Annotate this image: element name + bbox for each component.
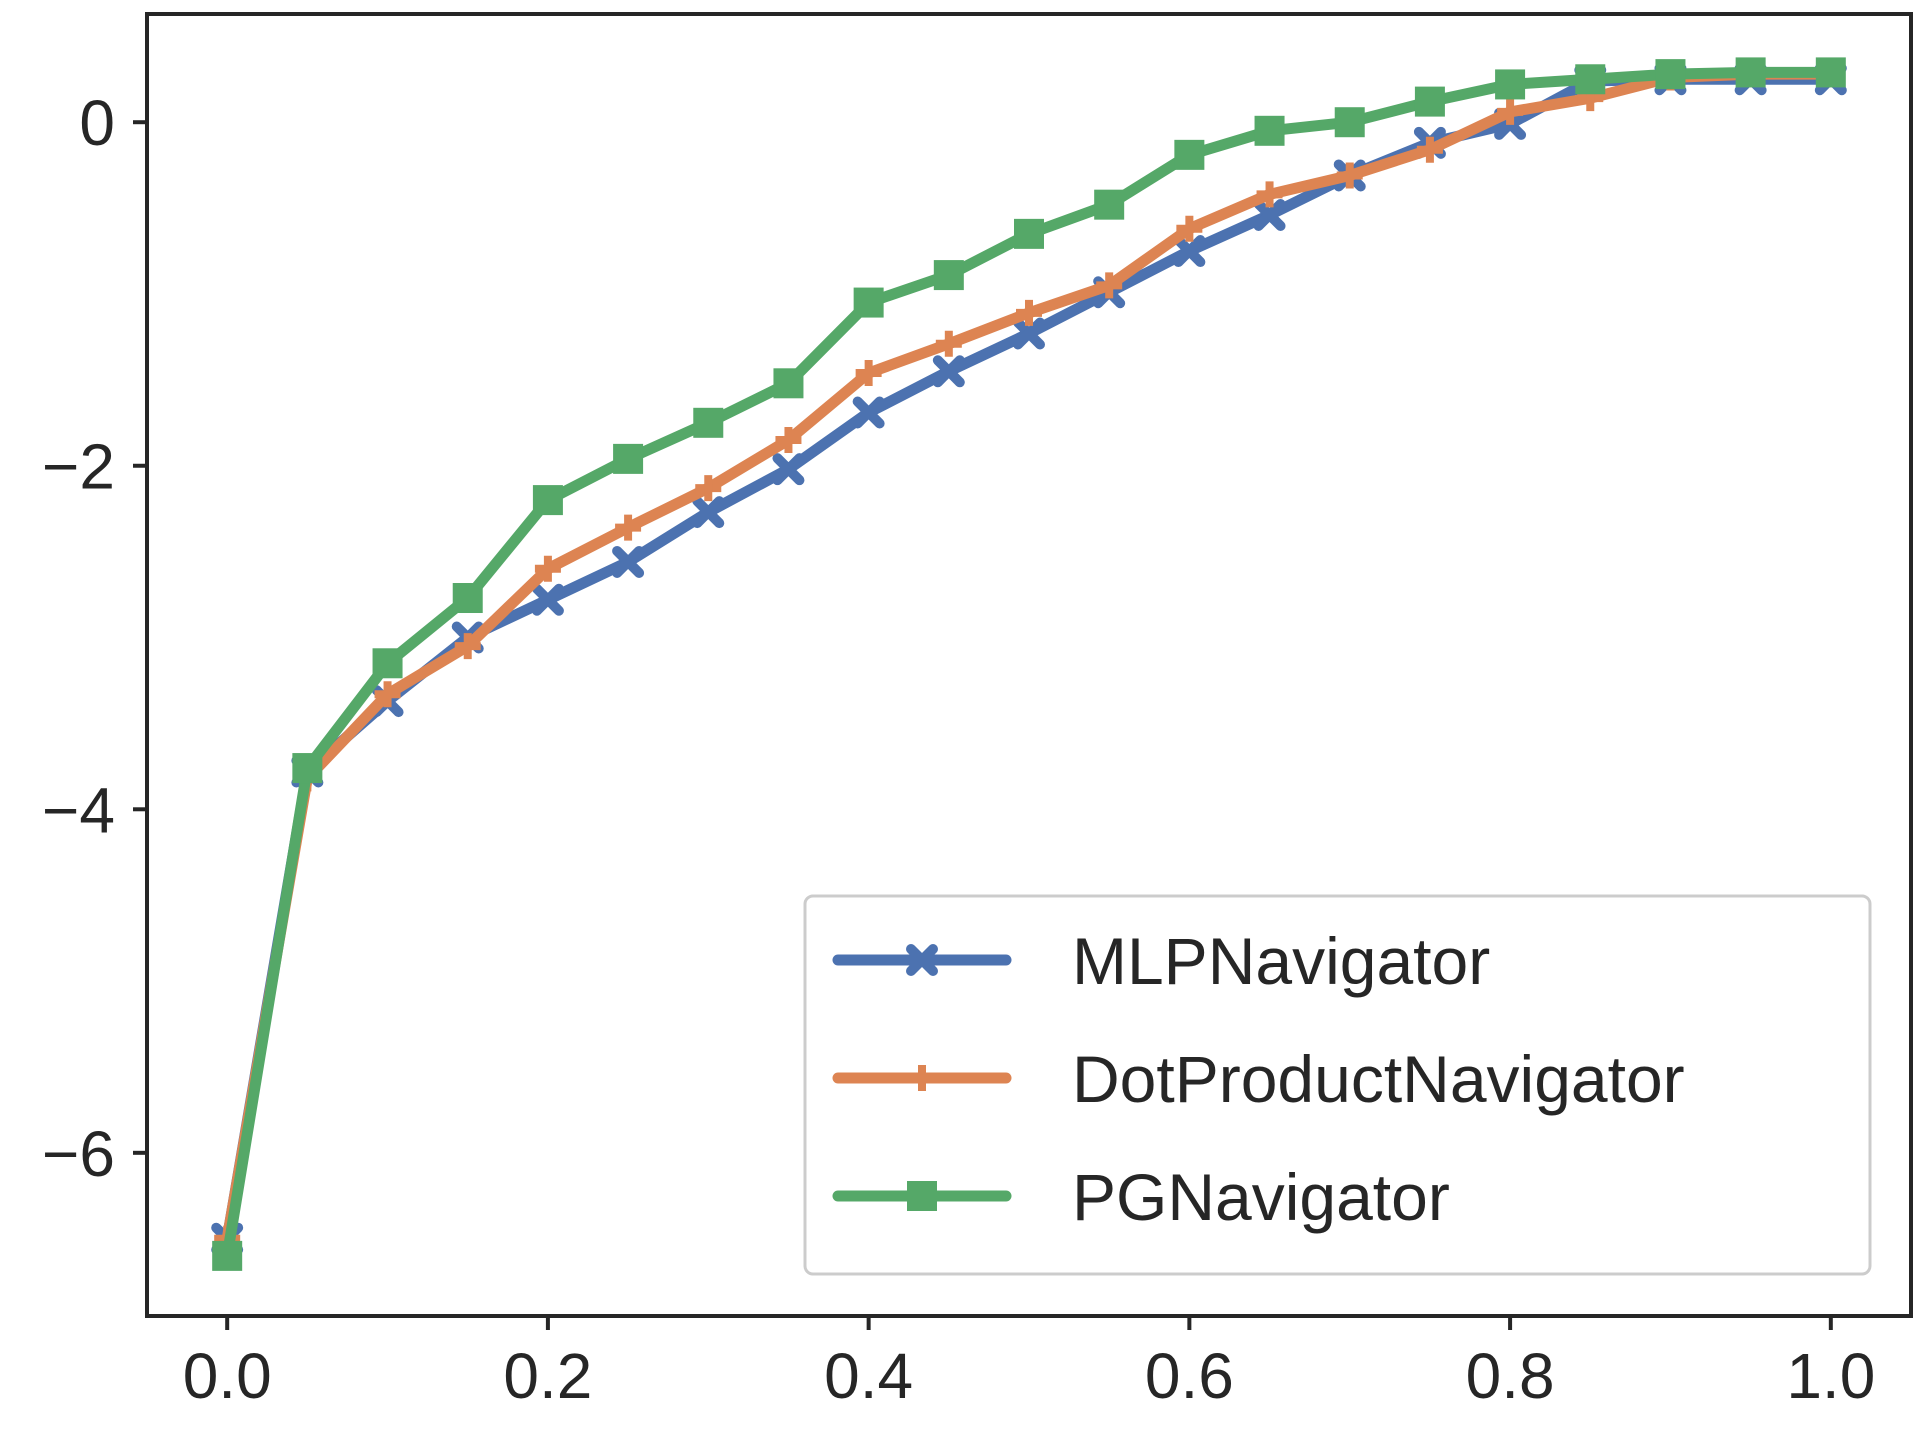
legend-label: MLPNavigator xyxy=(1072,924,1490,998)
legend-marker xyxy=(909,1065,935,1091)
series-pgnavigator xyxy=(212,57,1846,1271)
x-tick-label: 0.2 xyxy=(503,1340,592,1412)
data-point-pgnavigator xyxy=(452,583,483,614)
data-point-pgnavigator xyxy=(1014,218,1044,249)
data-point-mlpnavigator xyxy=(1253,198,1286,231)
legend: MLPNavigator DotProductNavigator PGNavigat… xyxy=(803,894,1872,1276)
legend-marker xyxy=(907,1181,937,1211)
y-tick-label: −4 xyxy=(42,774,115,846)
y-tick-label: −2 xyxy=(42,431,115,503)
data-point-dotproductnavigator xyxy=(1416,136,1443,163)
data-point-pgnavigator xyxy=(1094,189,1125,220)
legend-label: DotProductNavigator xyxy=(1072,1042,1685,1116)
data-point-pgnavigator xyxy=(1575,64,1606,95)
data-point-mlpnavigator xyxy=(932,355,965,388)
legend-marker xyxy=(906,944,938,976)
legend-label: PGNavigator xyxy=(1072,1160,1450,1234)
legend-item-mlpnavigator: MLPNavigator xyxy=(832,924,1490,998)
data-point-mlpnavigator xyxy=(852,396,885,429)
data-point-dotproductnavigator xyxy=(534,555,561,582)
data-point-pgnavigator xyxy=(1254,115,1285,146)
data-point-dotproductnavigator xyxy=(1497,98,1524,125)
data-point-mlpnavigator xyxy=(612,545,645,578)
data-point-dotproductnavigator xyxy=(1256,181,1283,208)
data-point-dotproductnavigator xyxy=(615,514,642,541)
data-point-mlpnavigator xyxy=(1173,235,1206,268)
data-point-pgnavigator xyxy=(212,1240,243,1271)
data-point-dotproductnavigator xyxy=(1176,215,1203,242)
data-point-dotproductnavigator xyxy=(695,475,722,502)
data-point-mlpnavigator xyxy=(1013,317,1045,350)
y-axis: 0 −2 −4 −6 xyxy=(42,87,147,1190)
data-point-pgnavigator xyxy=(292,753,323,784)
plot-frame xyxy=(145,12,1913,1318)
y-tick-label: 0 xyxy=(79,87,115,159)
y-tick-label: −6 xyxy=(42,1118,115,1190)
data-point-pgnavigator xyxy=(372,648,403,679)
data-point-pgnavigator xyxy=(613,443,644,474)
data-point-pgnavigator xyxy=(1655,59,1686,90)
data-point-dotproductnavigator xyxy=(1336,162,1363,189)
x-tick-label: 0.8 xyxy=(1466,1340,1555,1412)
data-point-pgnavigator xyxy=(693,407,724,438)
x-tick-label: 1.0 xyxy=(1786,1340,1875,1412)
data-point-dotproductnavigator xyxy=(1016,299,1042,326)
data-point-dotproductnavigator xyxy=(374,681,401,708)
data-point-dotproductnavigator xyxy=(775,426,802,453)
data-point-dotproductnavigator xyxy=(855,359,882,386)
data-point-pgnavigator xyxy=(773,368,804,399)
data-point-pgnavigator xyxy=(532,485,563,516)
legend-item-pgnavigator: PGNavigator xyxy=(832,1160,1450,1234)
data-point-pgnavigator xyxy=(1735,57,1766,88)
data-point-dotproductnavigator xyxy=(1096,272,1123,299)
data-point-mlpnavigator xyxy=(692,496,725,529)
x-tick-label: 0.6 xyxy=(1145,1340,1234,1412)
data-point-mlpnavigator xyxy=(531,583,564,616)
data-point-pgnavigator xyxy=(1174,139,1205,170)
series-layer xyxy=(211,57,1847,1271)
legend-item-dotproductnavigator: DotProductNavigator xyxy=(832,1042,1685,1116)
data-point-dotproductnavigator xyxy=(935,330,962,357)
data-point-pgnavigator xyxy=(1334,107,1365,138)
data-point-pgnavigator xyxy=(1815,57,1846,88)
x-tick-label: 0.0 xyxy=(183,1340,272,1412)
legend-box xyxy=(803,894,1872,1276)
data-point-pgnavigator xyxy=(853,287,884,318)
data-point-pgnavigator xyxy=(933,260,964,291)
data-point-mlpnavigator xyxy=(772,453,805,486)
x-axis: 0.0 0.2 0.4 0.6 0.8 1.0 xyxy=(183,1316,1875,1412)
data-point-pgnavigator xyxy=(1414,86,1445,117)
data-point-pgnavigator xyxy=(1495,69,1526,100)
data-point-dotproductnavigator xyxy=(454,633,481,660)
x-tick-label: 0.4 xyxy=(824,1340,913,1412)
